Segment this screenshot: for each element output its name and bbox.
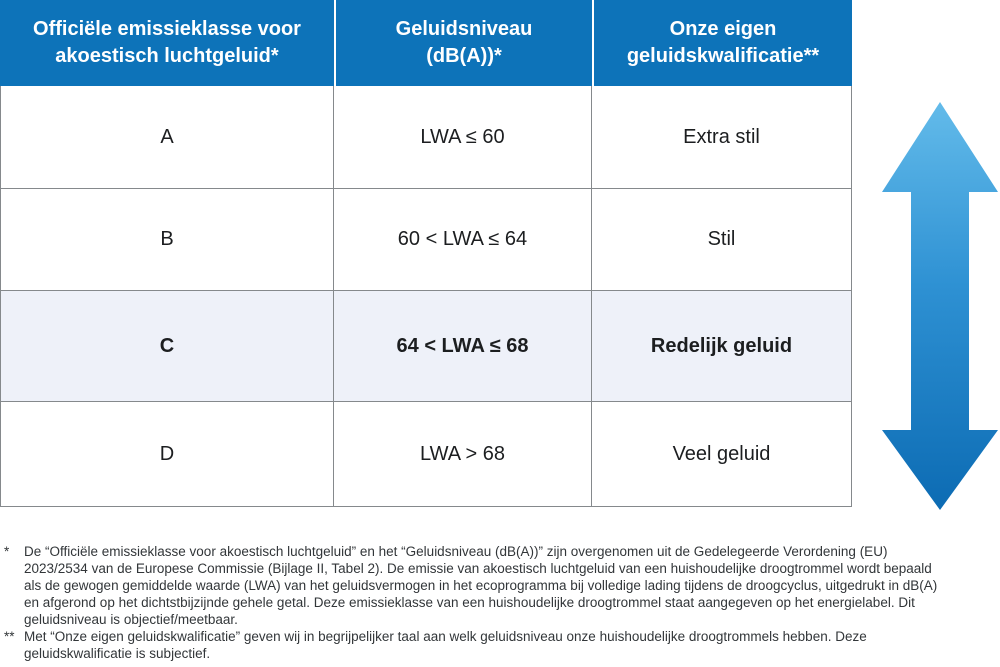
- footnote-2: ** Met “Onze eigen geluidskwalificatie” …: [4, 628, 950, 662]
- header-line: geluidskwalificatie**: [626, 45, 820, 67]
- header-line: Geluidsniveau: [395, 18, 533, 40]
- footnotes: * De “Officiële emissieklasse voor akoes…: [4, 543, 950, 662]
- cell-niveau-d: LWA > 68: [334, 402, 592, 507]
- cell-kwalificatie-a: Extra stil: [592, 86, 852, 189]
- cell-niveau-a: LWA ≤ 60: [334, 86, 592, 189]
- cell-klasse-d: D: [0, 402, 334, 507]
- header-line: Officiële emissieklasse voor: [33, 18, 301, 40]
- footnote-marker: *: [4, 544, 10, 559]
- header-line: (dB(A))*: [426, 45, 502, 67]
- footnote-marker: **: [4, 629, 15, 644]
- cell-kwalificatie-c: Redelijk geluid: [592, 291, 852, 402]
- footnote-1: * De “Officiële emissieklasse voor akoes…: [4, 543, 950, 628]
- header-geluidsniveau: Geluidsniveau (dB(A))*: [334, 0, 592, 86]
- header-emissieklasse: Officiële emissieklasse voor akoestisch …: [0, 0, 334, 86]
- footnote-text: Met “Onze eigen geluidskwalificatie” gev…: [24, 629, 867, 661]
- header-kwalificatie: Onze eigen geluidskwalificatie**: [592, 0, 852, 86]
- header-line: akoestisch luchtgeluid*: [55, 45, 279, 67]
- noise-class-table: Officiële emissieklasse voor akoestisch …: [0, 0, 852, 507]
- header-line: Onze eigen: [669, 18, 777, 40]
- cell-niveau-b: 60 < LWA ≤ 64: [334, 189, 592, 291]
- cell-klasse-c: C: [0, 291, 334, 402]
- cell-klasse-b: B: [0, 189, 334, 291]
- cell-kwalificatie-b: Stil: [592, 189, 852, 291]
- cell-kwalificatie-d: Veel geluid: [592, 402, 852, 507]
- cell-niveau-c: 64 < LWA ≤ 68: [334, 291, 592, 402]
- cell-klasse-a: A: [0, 86, 334, 189]
- footnote-text: De “Officiële emissieklasse voor akoesti…: [24, 544, 938, 627]
- double-arrow-icon: [880, 100, 1000, 512]
